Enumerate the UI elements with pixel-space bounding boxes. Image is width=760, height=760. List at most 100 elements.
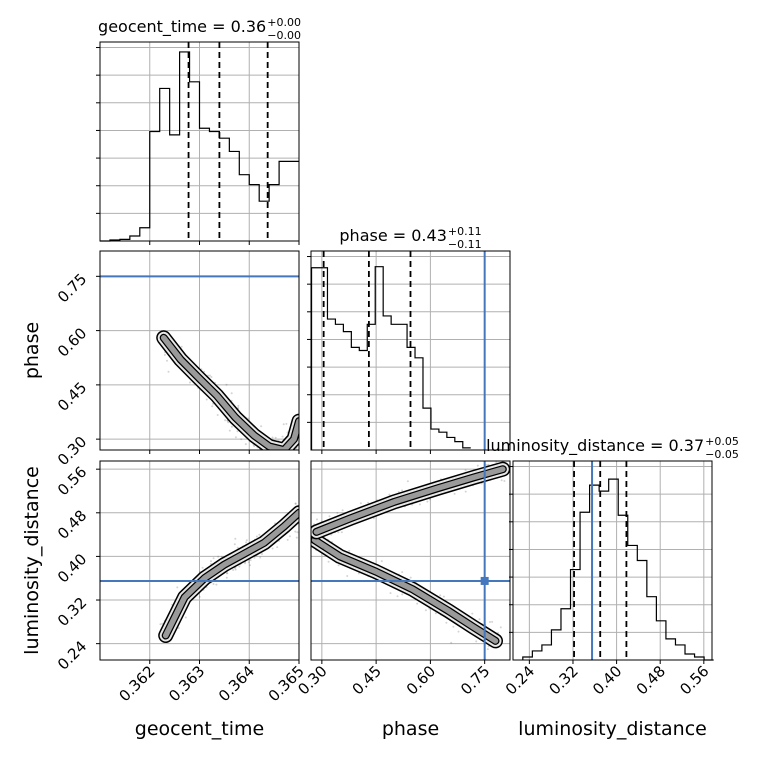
sample-point — [439, 594, 442, 597]
sample-point — [302, 507, 304, 509]
x-axis-label-geocent_time: geocent_time — [135, 718, 264, 740]
sample-point — [424, 609, 427, 612]
sample-point — [205, 398, 208, 401]
x-tick-label: 0.24 — [502, 662, 538, 698]
x-tick-label: 0.45 — [349, 662, 385, 698]
sample-point — [442, 595, 445, 598]
sample-point — [234, 436, 237, 439]
sample-point — [210, 376, 213, 378]
joint-panel-phase_vs_geocent_time — [96, 250, 303, 460]
sample-point — [271, 436, 274, 439]
sample-point — [346, 575, 349, 577]
sample-point — [341, 509, 344, 512]
y-tick-label: 0.48 — [54, 506, 90, 542]
truth-marker — [480, 576, 489, 585]
sample-point — [301, 434, 303, 436]
sample-point — [227, 421, 230, 424]
sample-point — [301, 519, 303, 521]
sample-point — [294, 502, 297, 505]
sample-point — [225, 383, 228, 386]
y-tick-label: 0.24 — [54, 637, 90, 673]
x-tick-label: 0.60 — [403, 662, 439, 698]
sample-point — [367, 501, 370, 504]
histogram-step — [522, 478, 714, 661]
sample-point — [237, 404, 240, 407]
sample-point — [274, 450, 276, 452]
panel-frame — [512, 460, 713, 661]
sample-point — [489, 621, 491, 623]
sample-point — [232, 569, 235, 571]
sample-point — [176, 586, 179, 589]
sample-point — [286, 538, 289, 541]
sample-point — [275, 453, 277, 455]
sample-point — [262, 452, 264, 454]
sample-point — [309, 547, 311, 549]
sample-point — [486, 648, 489, 651]
y-tick-label: 0.56 — [54, 463, 90, 499]
y-tick-label: 0.32 — [54, 594, 90, 630]
sample-point — [348, 549, 351, 552]
sample-point — [184, 616, 187, 619]
sample-point — [450, 641, 453, 644]
hist-panel-luminosity_distance — [509, 460, 714, 664]
x-tick-label: 0.75 — [457, 662, 493, 698]
sample-point — [434, 612, 437, 615]
panel-title-geocent_time: geocent_time = 0.36 +0.00−0.00 — [98, 16, 301, 42]
x-tick-label: 0.40 — [589, 662, 625, 698]
sample-point — [445, 621, 448, 624]
sample-point — [296, 531, 299, 534]
sample-point — [503, 480, 506, 482]
sample-point — [464, 469, 467, 472]
sample-point — [285, 422, 288, 425]
sample-point — [215, 583, 218, 586]
sample-point — [340, 531, 343, 534]
x-tick-label: 0.32 — [545, 662, 581, 698]
y-tick-label: 0.45 — [54, 379, 90, 415]
sample-point — [478, 618, 481, 621]
sample-point — [495, 461, 498, 464]
sample-point — [274, 436, 277, 439]
sample-point — [336, 511, 339, 514]
sample-point — [177, 627, 180, 629]
x-tick-label: 0.363 — [165, 662, 208, 705]
sample-point — [291, 451, 293, 453]
joint-panel-luminosity_distance_vs_geocent_time — [96, 460, 304, 664]
sample-point — [294, 530, 297, 533]
sample-point — [426, 500, 429, 503]
x-axis-label-luminosity_distance: luminosity_distance — [518, 718, 707, 740]
panel-title-text: phase = 0.43 — [339, 226, 446, 245]
sample-point — [487, 463, 490, 466]
sample-point — [416, 602, 419, 605]
sample-point — [464, 490, 467, 493]
sample-point — [396, 595, 399, 598]
hist-panel-phase — [307, 250, 511, 454]
sample-point — [253, 556, 256, 559]
panel-frame — [310, 250, 511, 451]
y-tick-label: 0.30 — [54, 433, 90, 469]
sample-point — [225, 572, 228, 575]
sample-point — [457, 630, 460, 633]
sample-point — [161, 622, 164, 625]
sample-point — [208, 374, 211, 377]
sample-point — [316, 518, 318, 521]
sample-point — [276, 546, 279, 549]
sample-point — [278, 455, 280, 457]
sample-point — [295, 536, 298, 539]
sample-point — [278, 458, 280, 460]
sample-point — [247, 561, 250, 564]
panel-title-luminosity_distance: luminosity_distance = 0.37 +0.05−0.05 — [486, 435, 739, 461]
sample-point — [209, 562, 212, 565]
sample-point — [211, 405, 214, 408]
sample-point — [499, 626, 502, 629]
y-tick-label: 0.40 — [54, 550, 90, 586]
sample-point — [327, 560, 330, 563]
sample-point — [268, 456, 270, 458]
sample-point — [189, 381, 191, 384]
sample-point — [236, 546, 239, 549]
sample-point — [244, 443, 247, 446]
sample-point — [201, 566, 204, 569]
sample-point — [281, 435, 284, 438]
sample-point — [359, 502, 362, 505]
sample-point — [261, 553, 263, 555]
